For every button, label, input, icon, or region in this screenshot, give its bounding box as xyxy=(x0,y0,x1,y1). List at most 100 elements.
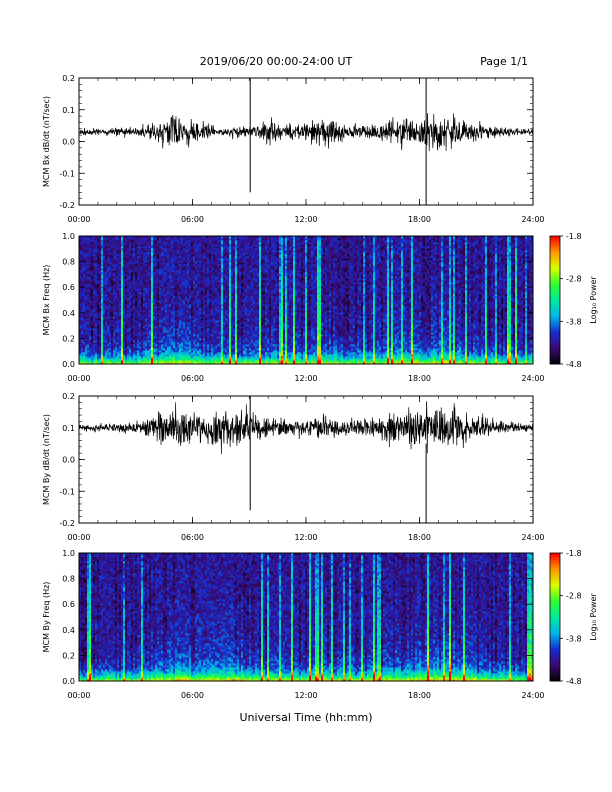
heatmap-cell xyxy=(83,310,86,313)
heatmap-cell xyxy=(111,288,114,291)
heatmap-cell xyxy=(87,272,90,275)
heatmap-cell xyxy=(127,268,130,271)
heatmap-cell xyxy=(141,320,144,323)
heatmap-cell xyxy=(125,348,128,351)
heatmap-cell xyxy=(157,284,160,287)
heatmap-cell xyxy=(89,302,92,305)
heatmap-cell xyxy=(123,294,126,297)
heatmap-cell xyxy=(133,286,136,289)
heatmap-cell xyxy=(157,350,160,353)
heatmap-cell xyxy=(83,316,86,319)
heatmap-cell xyxy=(97,352,100,355)
heatmap-cell xyxy=(109,284,112,287)
heatmap-cell xyxy=(93,330,96,333)
heatmap-cell xyxy=(87,310,90,313)
heatmap-cell xyxy=(159,258,162,261)
heatmap-cell xyxy=(85,262,88,265)
heatmap-cell xyxy=(111,362,114,365)
heatmap-cell xyxy=(125,264,128,267)
heatmap-cell xyxy=(141,332,144,335)
heatmap-cell xyxy=(149,274,152,277)
heatmap-cell xyxy=(121,242,124,245)
heatmap-cell xyxy=(111,270,114,273)
heatmap-cell xyxy=(119,346,122,349)
heatmap-cell xyxy=(85,342,88,345)
heatmap-cell xyxy=(133,326,136,329)
heatmap-cell xyxy=(93,256,96,259)
heatmap-cell xyxy=(153,276,156,279)
heatmap-cell xyxy=(151,320,154,323)
heatmap-cell xyxy=(123,298,126,301)
heatmap-cell xyxy=(95,288,98,291)
heatmap-cell xyxy=(145,262,148,265)
heatmap-cell xyxy=(155,354,158,357)
heatmap-cell xyxy=(165,256,168,259)
heatmap-cell xyxy=(161,324,164,327)
heatmap-cell xyxy=(153,312,156,315)
heatmap-cell xyxy=(133,344,136,347)
heatmap-cell xyxy=(137,252,140,255)
heatmap-cell xyxy=(95,312,98,315)
heatmap-cell xyxy=(145,300,148,303)
heatmap-cell xyxy=(139,350,142,353)
heatmap-cell xyxy=(153,360,156,363)
heatmap-cell xyxy=(151,258,154,261)
heatmap-cell xyxy=(95,276,98,279)
heatmap-cell xyxy=(117,350,120,353)
heatmap-cell xyxy=(149,340,152,343)
heatmap-cell xyxy=(107,340,110,343)
heatmap-cell xyxy=(131,258,134,261)
heatmap-cell xyxy=(133,268,136,271)
heatmap-cell xyxy=(83,276,86,279)
heatmap-cell xyxy=(155,278,158,281)
heatmap-cell xyxy=(101,358,104,361)
heatmap-cell xyxy=(123,358,126,361)
heatmap-cell xyxy=(107,302,110,305)
heatmap-cell xyxy=(89,310,92,313)
heatmap-cell xyxy=(115,352,118,355)
heatmap-cell xyxy=(131,318,134,321)
heatmap-cell xyxy=(129,324,132,327)
heatmap-cell xyxy=(153,326,156,329)
heatmap-cell xyxy=(119,256,122,259)
heatmap-cell xyxy=(121,324,124,327)
heatmap-cell xyxy=(129,238,132,241)
heatmap-cell xyxy=(165,260,168,263)
heatmap-cell xyxy=(169,278,172,281)
heatmap-cell xyxy=(87,286,90,289)
heatmap-cell xyxy=(91,294,94,297)
heatmap-cell xyxy=(153,334,156,337)
heatmap-cell xyxy=(171,340,174,343)
heatmap-cell xyxy=(125,276,128,279)
heatmap-cell xyxy=(99,236,102,239)
heatmap-cell xyxy=(99,292,102,295)
heatmap-cell xyxy=(131,340,134,343)
heatmap-cell xyxy=(81,308,84,311)
heatmap-cell xyxy=(123,348,126,351)
heatmap-cell xyxy=(151,286,154,289)
heatmap-cell xyxy=(151,306,154,309)
heatmap-cell xyxy=(109,344,112,347)
heatmap-cell xyxy=(97,304,100,307)
heatmap-cell xyxy=(145,302,148,305)
heatmap-cell xyxy=(117,348,120,351)
heatmap-cell xyxy=(163,252,166,255)
heatmap-cell xyxy=(79,328,82,331)
heatmap-cell xyxy=(111,278,114,281)
heatmap-cell xyxy=(131,256,134,259)
heatmap-cell xyxy=(91,360,94,363)
heatmap-cell xyxy=(171,250,174,253)
heatmap-cell xyxy=(111,246,114,249)
heatmap-cell xyxy=(97,320,100,323)
heatmap-cell xyxy=(97,246,100,249)
heatmap-cell xyxy=(103,250,106,253)
heatmap-cell xyxy=(153,358,156,361)
heatmap-cell xyxy=(169,360,172,363)
heatmap-cell xyxy=(91,324,94,327)
heatmap-cell xyxy=(163,250,166,253)
heatmap-cell xyxy=(113,338,116,341)
heatmap-cell xyxy=(121,270,124,273)
heatmap-cell xyxy=(149,356,152,359)
heatmap-cell xyxy=(149,352,152,355)
heatmap-cell xyxy=(95,338,98,341)
